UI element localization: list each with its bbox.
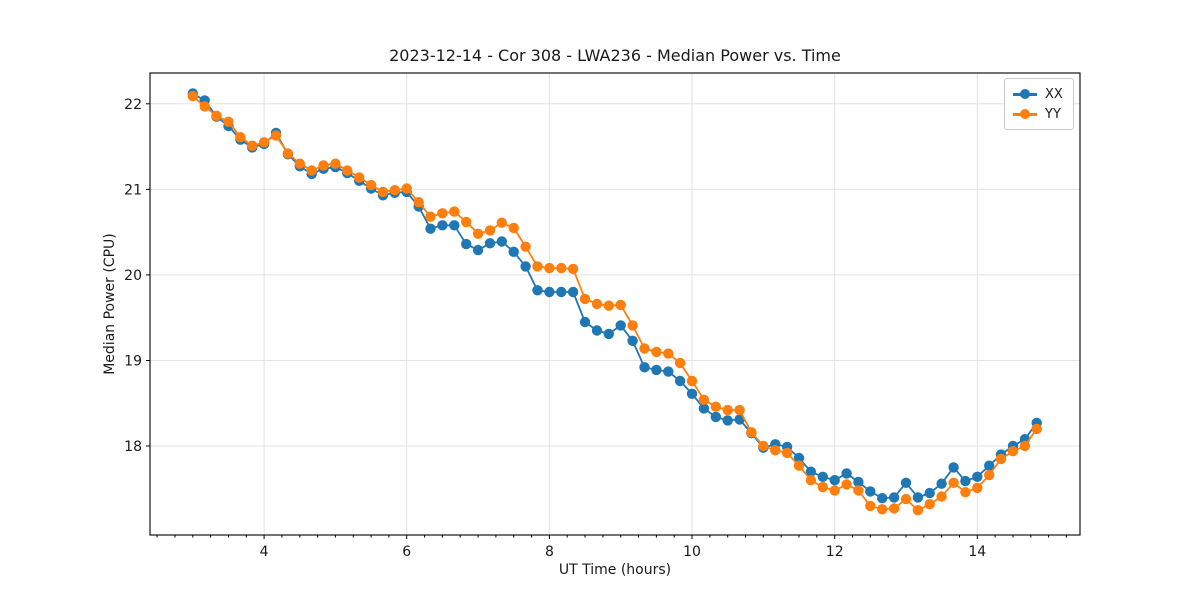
legend-label-yy: YY [1045, 106, 1061, 122]
svg-text:8: 8 [545, 544, 554, 560]
svg-text:6: 6 [402, 544, 411, 560]
svg-text:10: 10 [683, 544, 701, 560]
svg-text:14: 14 [968, 544, 986, 560]
legend-marker-xx-icon [1013, 89, 1037, 99]
legend-item-xx: XX [1013, 84, 1063, 104]
svg-text:22: 22 [124, 97, 142, 113]
legend-marker-yy-icon [1013, 109, 1037, 119]
svg-text:12: 12 [826, 544, 844, 560]
svg-text:20: 20 [124, 268, 142, 284]
svg-text:21: 21 [124, 182, 142, 198]
svg-text:18: 18 [124, 439, 142, 455]
svg-text:19: 19 [124, 354, 142, 370]
svg-text:4: 4 [260, 544, 269, 560]
legend-item-yy: YY [1013, 104, 1063, 124]
chart-title: 2023-12-14 - Cor 308 - LWA236 - Median P… [389, 46, 841, 65]
legend: XX YY [1004, 78, 1074, 130]
x-axis-label: UT Time (hours) [558, 562, 672, 578]
legend-label-xx: XX [1045, 86, 1063, 102]
